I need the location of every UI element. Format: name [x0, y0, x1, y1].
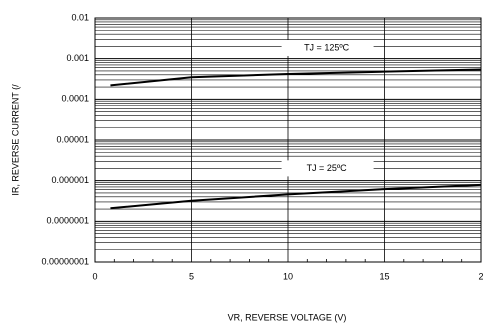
- series-annotation: TJ = 125ºC: [304, 42, 350, 52]
- series-line: [110, 68, 482, 87]
- x-axis-label: VR, REVERSE VOLTAGE (V): [228, 312, 347, 322]
- x-tick-label: 2: [478, 271, 483, 281]
- series-annotation: TJ = 25ºC: [307, 163, 348, 173]
- y-tick-label: 0.0001: [61, 94, 89, 104]
- y-axis-label: IR, REVERSE CURRENT (/: [10, 84, 20, 196]
- y-tick-label: 0.000001: [51, 175, 89, 185]
- annotation-box: [281, 39, 374, 56]
- x-tick-label: 5: [189, 271, 194, 281]
- x-tick-label: 0: [92, 271, 97, 281]
- annotation-box: [281, 160, 374, 177]
- y-tick-label: 0.01: [71, 12, 89, 22]
- y-tick-label: 0.001: [66, 53, 89, 63]
- y-tick-label: 0.0000001: [46, 216, 89, 226]
- series-line: [110, 183, 482, 210]
- x-tick-label: 10: [283, 271, 293, 281]
- x-tick-label: 15: [379, 271, 389, 281]
- y-tick-label: 0.00000001: [41, 256, 89, 266]
- y-tick-label: 0.00001: [56, 134, 89, 144]
